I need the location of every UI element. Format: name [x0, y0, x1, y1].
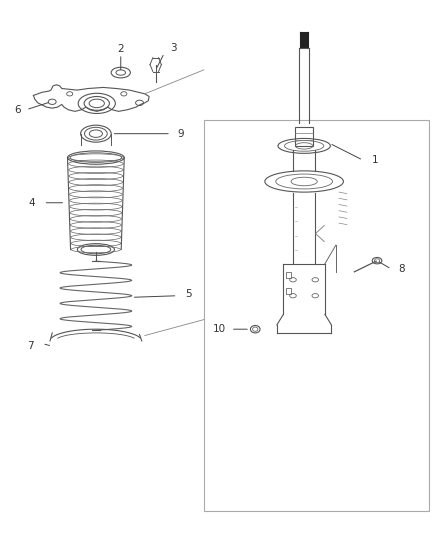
Bar	[295, 127, 313, 146]
Text: 4: 4	[29, 198, 35, 208]
Text: 5: 5	[185, 289, 192, 299]
Text: 2: 2	[117, 44, 124, 54]
Bar	[286, 288, 291, 294]
Bar	[286, 272, 291, 278]
Text: 3: 3	[170, 43, 177, 53]
Text: 6: 6	[14, 105, 21, 115]
Text: 1: 1	[372, 155, 378, 165]
Text: 7: 7	[27, 341, 34, 351]
Text: 8: 8	[398, 264, 405, 273]
Text: 10: 10	[212, 324, 226, 334]
Bar	[300, 33, 307, 47]
Text: 9: 9	[178, 128, 184, 139]
